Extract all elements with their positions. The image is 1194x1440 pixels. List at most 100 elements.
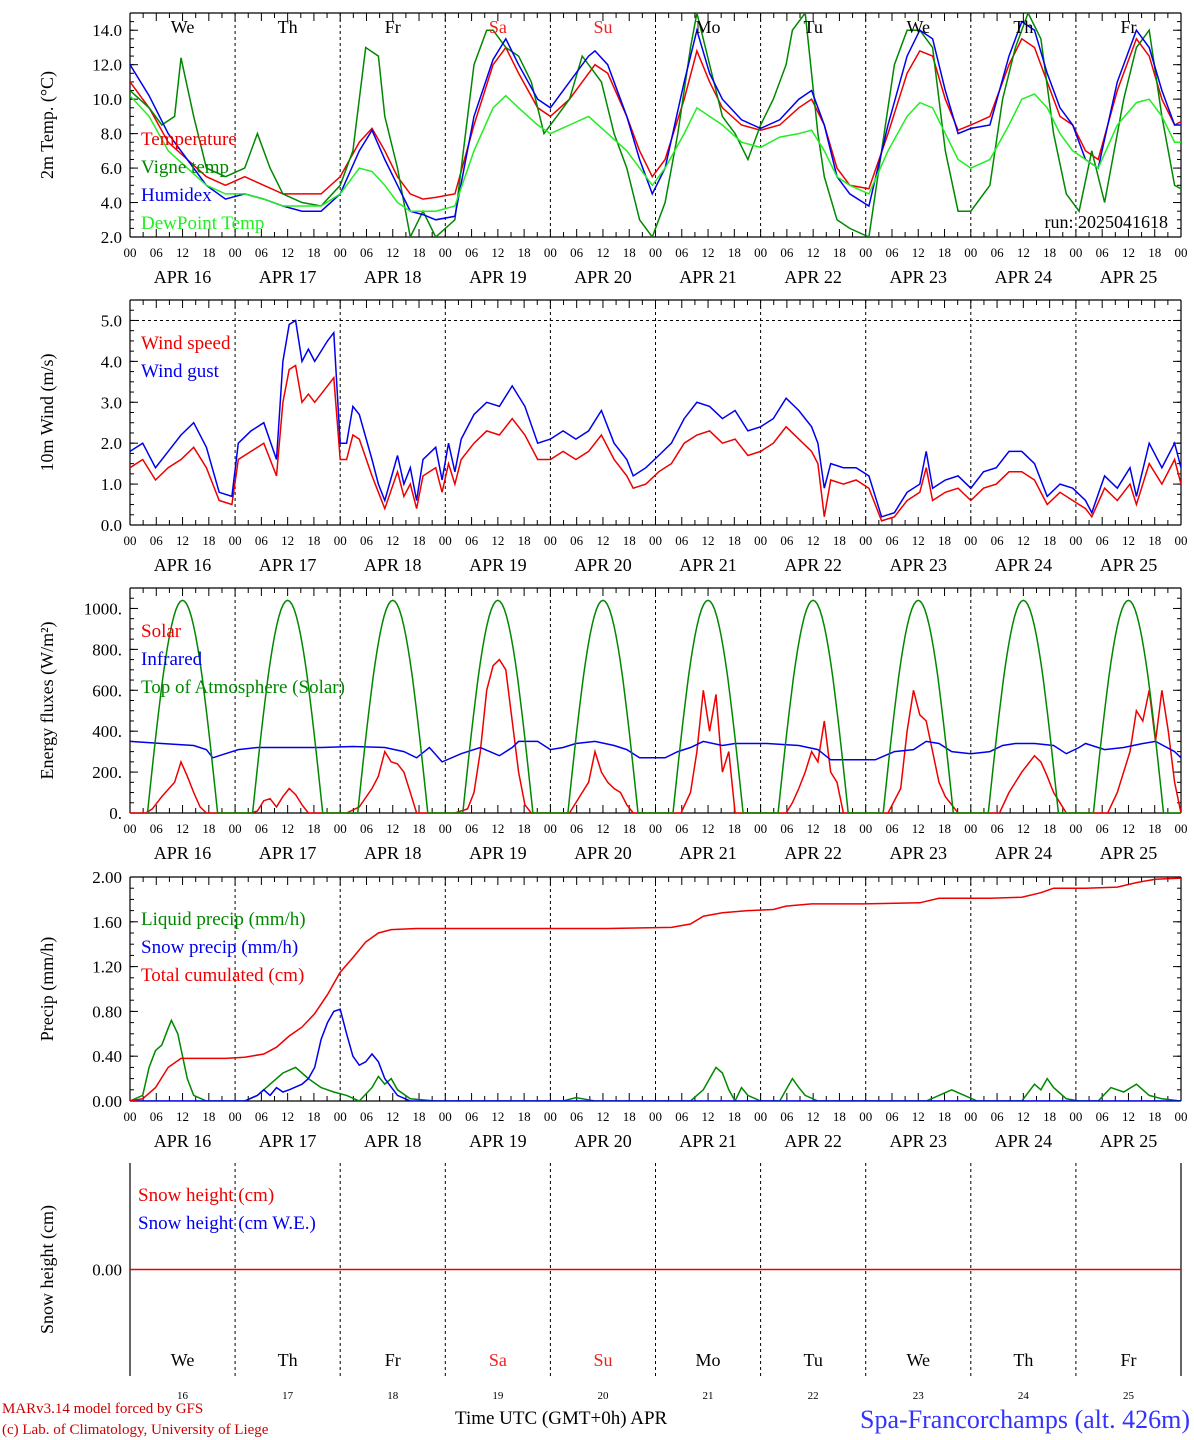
- y-tick-label: 0.: [109, 804, 122, 823]
- hour-tick-label: 00: [649, 533, 662, 548]
- hour-tick-label: 12: [912, 1109, 925, 1124]
- hour-tick-label: 00: [544, 821, 557, 836]
- hour-tick-label: 06: [360, 1109, 374, 1124]
- date-label: APR 17: [259, 1131, 317, 1151]
- hour-tick-label: 12: [912, 821, 925, 836]
- hour-tick-label: 18: [623, 1109, 636, 1124]
- hour-tick-label: 06: [150, 1109, 164, 1124]
- hour-tick-label: 18: [623, 245, 636, 260]
- hour-tick-label: 12: [702, 533, 715, 548]
- hour-tick-label: 12: [1122, 1109, 1135, 1124]
- date-label: APR 20: [574, 267, 632, 287]
- hour-tick-label: 18: [202, 533, 215, 548]
- hour-tick-label: 18: [518, 245, 531, 260]
- y-tick-label: 0.40: [92, 1047, 122, 1066]
- weekday-label: Fr: [1120, 1350, 1136, 1370]
- y-tick-label: 2.00: [92, 868, 122, 887]
- hour-tick-label: 06: [150, 245, 164, 260]
- hour-tick-label: 06: [885, 1109, 899, 1124]
- y-tick-label: 0.0: [101, 516, 122, 535]
- date-label: APR 23: [889, 843, 947, 863]
- hour-tick-label: 06: [360, 821, 374, 836]
- panel-snow: 0.00 Snow height (cm) Snow height (cm) Snow…: [37, 1163, 1182, 1402]
- series-line-precip-0: [130, 1018, 1181, 1101]
- hour-tick-label: 12: [176, 245, 189, 260]
- hour-tick-label: 18: [938, 245, 951, 260]
- weekday-label: We: [906, 1350, 930, 1370]
- day-number-label: 19: [492, 1390, 504, 1402]
- hour-tick-label: 12: [702, 245, 715, 260]
- hour-tick-label: 06: [1096, 533, 1110, 548]
- hour-tick-label: 00: [859, 533, 872, 548]
- date-label: APR 23: [889, 267, 947, 287]
- weekday-label: Fr: [385, 1350, 401, 1370]
- hour-tick-label: 06: [885, 533, 899, 548]
- weekday-label: Fr: [1120, 17, 1136, 37]
- hour-tick-label: 18: [1148, 533, 1161, 548]
- hour-tick-label: 12: [281, 533, 294, 548]
- hour-tick-label: 06: [1096, 245, 1110, 260]
- hour-tick-label: 00: [754, 821, 767, 836]
- legend-snow-1: Snow height (cm W.E.): [138, 1213, 316, 1234]
- hour-tick-label: 12: [281, 1109, 294, 1124]
- hour-tick-label: 00: [229, 533, 242, 548]
- hour-tick-label: 12: [807, 1109, 820, 1124]
- hour-tick-label: 12: [596, 533, 609, 548]
- day-number-label: 20: [597, 1390, 609, 1402]
- y-tick-label: 0.00: [92, 1261, 122, 1280]
- y-tick-label: 3.0: [101, 393, 122, 412]
- hour-tick-label: 18: [1043, 245, 1056, 260]
- y-tick-label: 200.: [92, 763, 122, 782]
- hour-tick-label: 18: [413, 533, 426, 548]
- y-tick-label: 5.0: [101, 311, 122, 330]
- weekday-label: Th: [278, 17, 298, 37]
- run-label: run: 2025041618: [1045, 212, 1169, 232]
- hour-tick-label: 06: [465, 821, 479, 836]
- date-label: APR 24: [995, 843, 1053, 863]
- date-label: APR 22: [784, 1131, 842, 1151]
- date-label: APR 24: [995, 267, 1053, 287]
- y-tick-label: 1000.: [84, 599, 122, 618]
- legend-flux-1: Infrared: [141, 649, 203, 670]
- hour-tick-label: 06: [991, 821, 1005, 836]
- legend-temp-0: Temperature: [141, 129, 237, 150]
- hour-tick-label: 00: [964, 1109, 977, 1124]
- hour-tick-label: 00: [544, 533, 557, 548]
- hour-tick-label: 06: [1096, 1109, 1110, 1124]
- hour-tick-label: 12: [912, 245, 925, 260]
- day-number-label: 16: [177, 1390, 189, 1402]
- series-line-temp-0: [130, 37, 1181, 200]
- weekday-label: Su: [593, 1350, 612, 1370]
- hour-tick-label: 18: [1043, 533, 1056, 548]
- y-axis-label: 10m Wind (m/s): [37, 354, 58, 472]
- hour-tick-label: 06: [675, 533, 689, 548]
- hour-tick-label: 18: [1148, 1109, 1161, 1124]
- hour-tick-label: 06: [360, 245, 374, 260]
- series-line-precip-1: [130, 1008, 1181, 1101]
- weekday-label: We: [171, 17, 195, 37]
- hour-tick-label: 00: [649, 245, 662, 260]
- hour-tick-label: 00: [1069, 821, 1082, 836]
- series-line-flux-2: [146, 599, 1181, 813]
- date-label: APR 23: [889, 555, 947, 575]
- hour-tick-label: 12: [1122, 245, 1135, 260]
- hour-tick-label: 18: [518, 821, 531, 836]
- legend-snow-0: Snow height (cm): [138, 1185, 274, 1206]
- date-label: APR 20: [574, 1131, 632, 1151]
- date-label: APR 25: [1100, 267, 1158, 287]
- y-tick-label: 8.0: [101, 125, 122, 144]
- y-tick-label: 600.: [92, 681, 122, 700]
- hour-tick-label: 00: [1175, 821, 1188, 836]
- hour-tick-label: 18: [1148, 245, 1161, 260]
- hour-tick-label: 18: [728, 1109, 741, 1124]
- weekday-label: Th: [278, 1350, 298, 1370]
- hour-tick-label: 12: [491, 533, 504, 548]
- date-label: APR 18: [364, 1131, 422, 1151]
- series-line-precip-2: [130, 877, 1181, 1101]
- hour-tick-label: 06: [255, 533, 269, 548]
- y-tick-label: 2.0: [101, 228, 122, 247]
- day-number-label: 25: [1123, 1390, 1135, 1402]
- hour-tick-label: 18: [413, 821, 426, 836]
- weekday-label: Th: [1013, 1350, 1033, 1370]
- hour-tick-label: 18: [413, 245, 426, 260]
